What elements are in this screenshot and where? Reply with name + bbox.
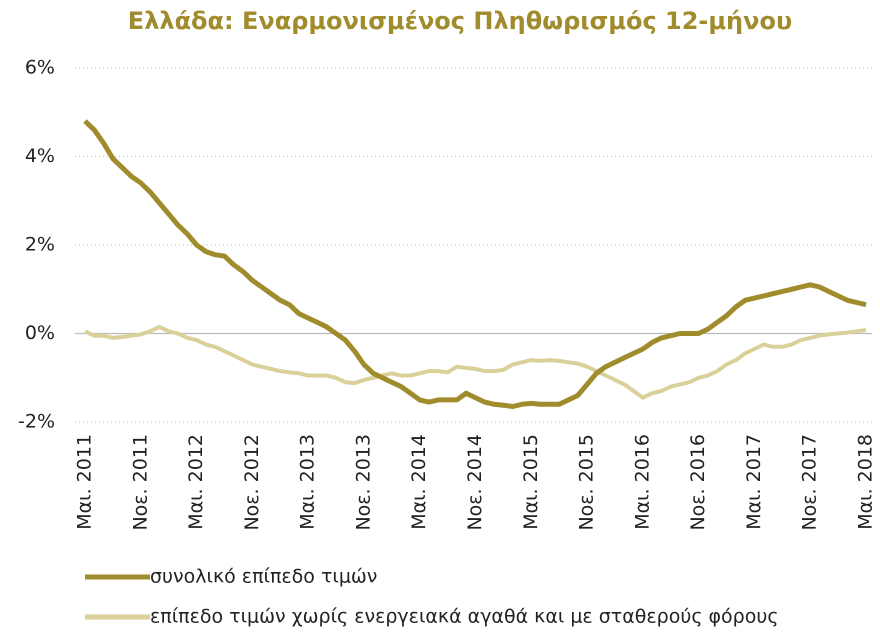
x-tick-label: Μαι. 2017 — [743, 434, 765, 530]
x-tick-label: Νοε. 2016 — [687, 434, 709, 531]
legend-label: συνολικό επίπεδο τιμών — [150, 566, 377, 588]
x-tick-label: Μαι. 2018 — [855, 434, 877, 530]
y-tick-label: 0% — [25, 322, 55, 344]
x-tick-label: Νοε. 2013 — [352, 434, 374, 531]
x-tick-label: Μαι. 2015 — [520, 434, 542, 530]
series-line — [83, 119, 867, 409]
x-tick-label: Νοε. 2011 — [129, 434, 151, 531]
x-tick-label: Μαι. 2011 — [74, 434, 96, 530]
series-line — [84, 324, 867, 400]
x-tick-label: Μαι. 2013 — [297, 434, 319, 530]
x-tick-label: Μαι. 2012 — [185, 434, 207, 530]
x-tick-label: Νοε. 2017 — [799, 434, 821, 531]
legend-label: επίπεδο τιμών χωρίς ενεργειακά αγαθά και… — [150, 606, 779, 628]
y-tick-label: 2% — [25, 234, 55, 256]
x-tick-label: Μαι. 2014 — [408, 434, 430, 530]
x-tick-label: Νοε. 2015 — [576, 434, 598, 531]
y-tick-label: 4% — [25, 145, 55, 167]
chart-title: Ελλάδα: Εναρμονισμένος Πληθωρισμός 12-μή… — [128, 7, 792, 35]
x-tick-label: Μαι. 2016 — [631, 434, 653, 530]
x-tick-label: Νοε. 2012 — [241, 434, 263, 531]
x-tick-label: Νοε. 2014 — [464, 434, 486, 531]
y-tick-label: -2% — [18, 411, 55, 433]
y-tick-label: 6% — [25, 57, 55, 79]
